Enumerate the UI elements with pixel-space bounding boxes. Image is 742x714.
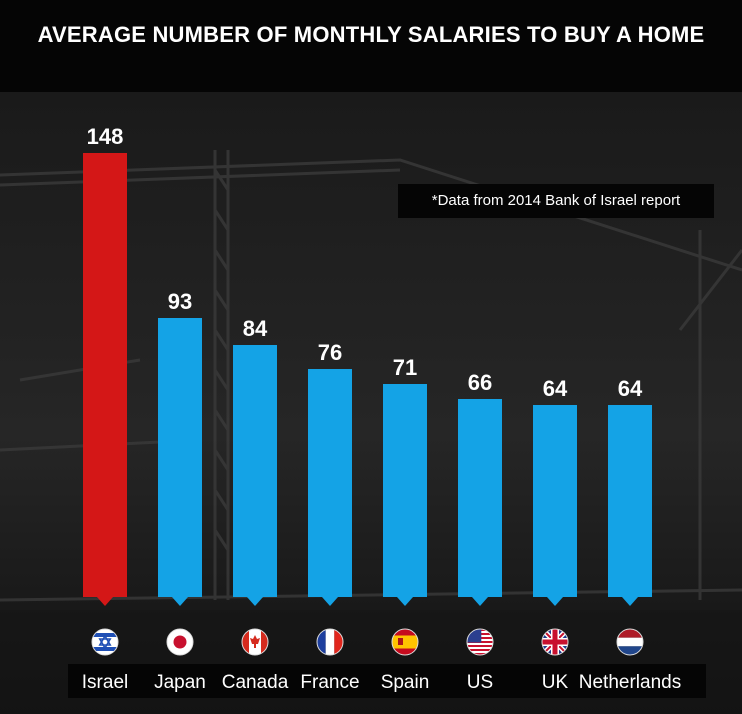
bar-us (458, 399, 502, 597)
bar-netherlands (608, 405, 652, 597)
bars-layer (83, 153, 652, 606)
bar-pointer-israel (97, 597, 113, 606)
category-label-israel: Israel (82, 672, 128, 693)
source-note: *Data from 2014 Bank of Israel report (398, 184, 714, 218)
value-label-spain: 71 (393, 355, 417, 380)
israel-flag-icon (91, 628, 119, 656)
category-label-france: France (300, 672, 359, 693)
ground-shadow (0, 610, 742, 714)
value-label-us: 66 (468, 370, 492, 395)
category-label-netherlands: Netherlands (579, 672, 681, 693)
value-label-canada: 84 (243, 316, 268, 341)
labels-layer: 148 Israel 93 Japan 84 Canada 76 France 71 Spain 6… (68, 124, 706, 698)
value-label-uk: 64 (543, 376, 568, 401)
bar-pointer-us (472, 597, 488, 606)
value-label-japan: 93 (168, 289, 192, 314)
japan-flag-icon (166, 628, 194, 656)
category-label-us: US (467, 672, 493, 693)
bar-spain (383, 384, 427, 597)
bar-uk (533, 405, 577, 597)
category-label-japan: Japan (154, 672, 206, 693)
value-label-france: 76 (318, 340, 342, 365)
category-label-uk: UK (542, 672, 569, 693)
bar-pointer-uk (547, 597, 563, 606)
bar-pointer-canada (247, 597, 263, 606)
canada-flag-icon (241, 628, 269, 656)
us-flag-icon (466, 628, 494, 656)
category-label-canada: Canada (222, 672, 289, 693)
bar-japan (158, 318, 202, 597)
france-flag-icon (316, 628, 344, 656)
bar-pointer-spain (397, 597, 413, 606)
chart-title: AVERAGE NUMBER OF MONTHLY SALARIES TO BU… (37, 22, 705, 47)
category-label-spain: Spain (381, 672, 430, 693)
netherlands-flag-icon (616, 628, 644, 656)
value-label-israel: 148 (87, 124, 124, 149)
uk-flag-icon (541, 628, 569, 656)
bar-pointer-netherlands (622, 597, 638, 606)
spain-flag-icon (391, 628, 419, 656)
category-label-strip (68, 664, 706, 698)
bar-france (308, 369, 352, 597)
value-label-netherlands: 64 (618, 376, 643, 401)
bar-pointer-japan (172, 597, 188, 606)
bar-pointer-france (322, 597, 338, 606)
bar-israel (83, 153, 127, 597)
title-band (0, 0, 742, 92)
bar-canada (233, 345, 277, 597)
